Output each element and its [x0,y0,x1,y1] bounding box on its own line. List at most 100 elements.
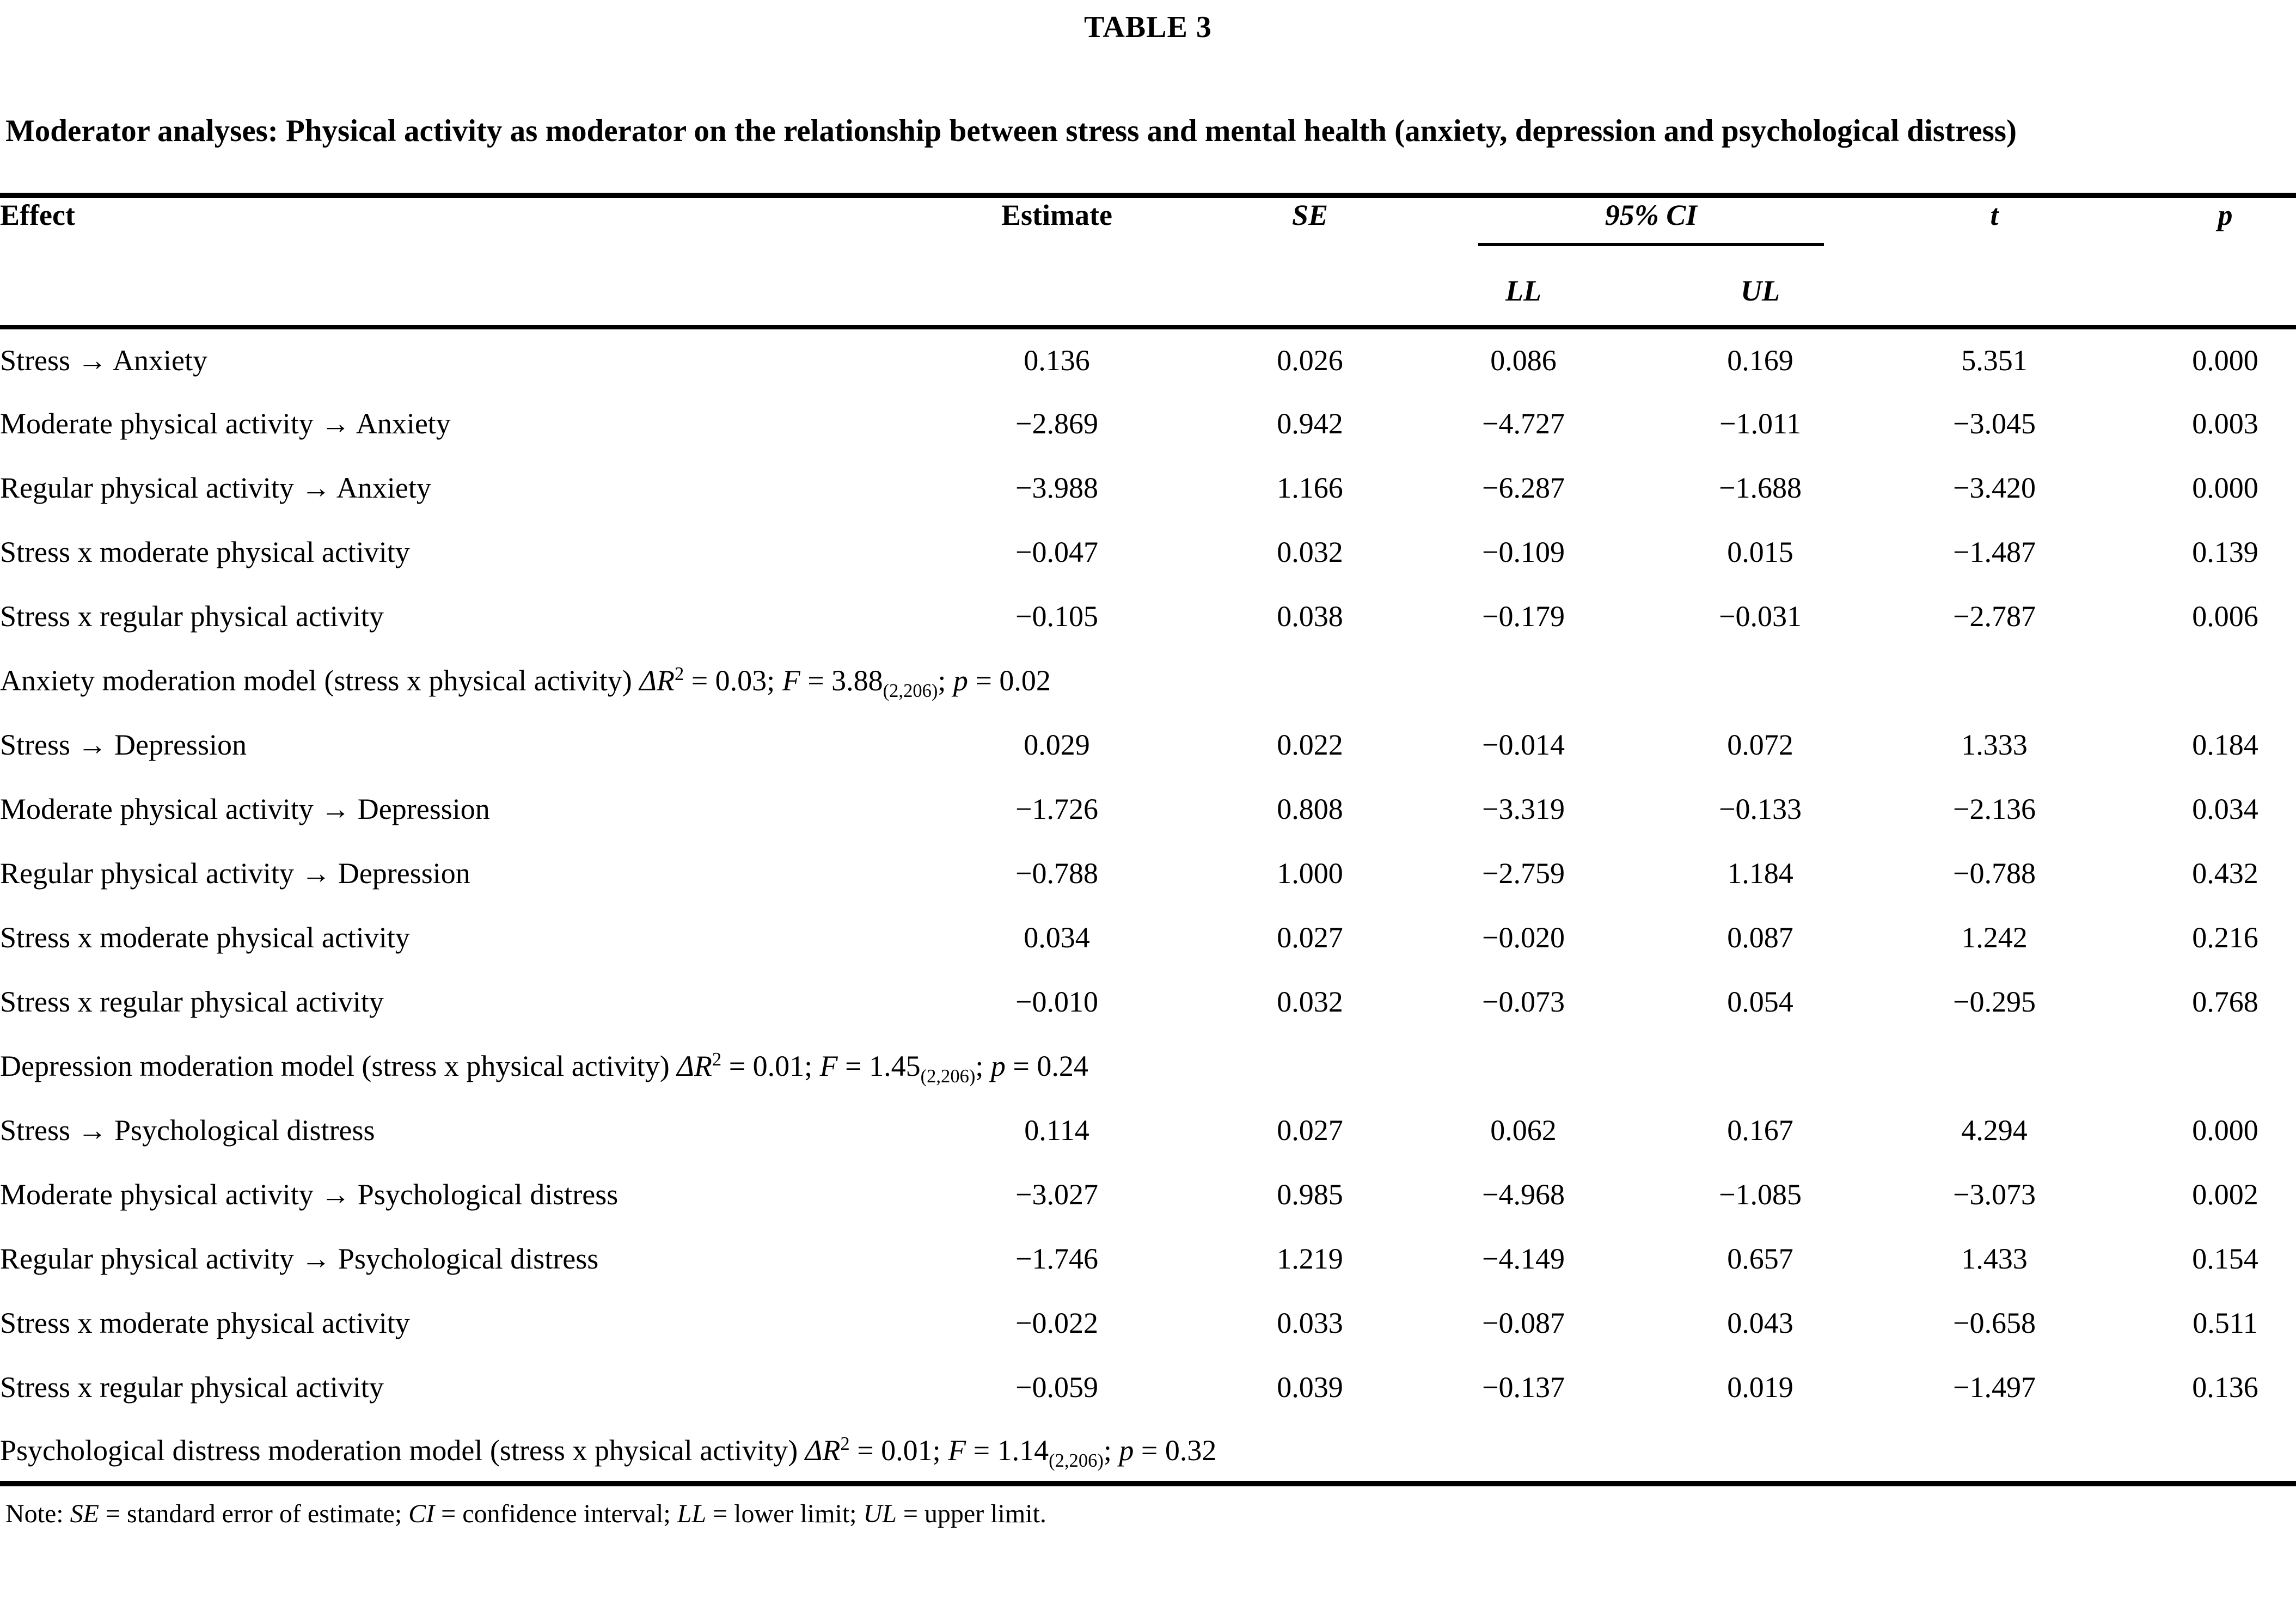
text-segment: (2,206) [1049,1450,1104,1471]
cell-se: 0.032 [1277,985,1343,1018]
table-row: Moderate physical activity → Anxiety −2.8… [0,391,2296,456]
text-segment: ΔR [805,1434,841,1467]
model-summary-row: Anxiety moderation model (stress x physi… [0,648,2296,713]
cell-effect: Stress x regular physical activity [0,600,384,633]
cell-ul: 0.087 [1727,921,1793,954]
cell-ll: −6.287 [1482,471,1565,504]
text-segment: p [953,664,968,697]
cell-t: −0.788 [1953,857,2036,890]
text-segment: (2,206) [920,1065,976,1087]
text-segment: ΔR [677,1050,712,1082]
cell-estimate: −0.022 [1015,1307,1098,1339]
cell-estimate: −2.869 [1015,407,1098,440]
text-segment: = 0.02 [968,664,1051,697]
cell-ll: −3.319 [1482,793,1565,825]
cell-ll: −0.087 [1482,1307,1565,1339]
text-segment: F [948,1434,966,1467]
table-row: Stress x moderate physical activity −0.02… [0,1291,2296,1355]
cell-ul: 0.054 [1727,985,1793,1018]
cell-ll: −0.073 [1482,985,1565,1018]
text-segment: = 3.88 [800,664,883,697]
cell-effect: Moderate physical activity → Anxiety [0,407,451,440]
cell-p: 0.000 [2192,344,2258,377]
cell-effect: Stress x regular physical activity [0,1371,384,1404]
cell-ll: −0.179 [1482,600,1565,633]
cell-se: 1.166 [1277,471,1343,504]
text-segment: ; [1103,1434,1119,1467]
cell-estimate: 0.029 [1024,728,1090,761]
cell-t: −2.136 [1953,793,2036,825]
text-segment: ΔR [639,664,675,697]
model-summary-row: Psychological distress moderation model … [0,1419,2296,1484]
text-segment: = confidence interval; [434,1499,677,1528]
cell-p: 0.136 [2192,1371,2258,1404]
text-segment: = 0.03; [684,664,782,697]
cell-se: 1.219 [1277,1242,1343,1275]
header-ci: 95% CI [1478,198,1824,246]
model-summary-cell: Psychological distress moderation model … [0,1419,2296,1484]
cell-ul: −0.031 [1719,600,1802,633]
cell-ul: 0.169 [1727,344,1793,377]
cell-ll: 0.062 [1490,1114,1557,1147]
text-segment: = upper limit. [896,1499,1046,1528]
cell-effect: Stress x moderate physical activity [0,921,410,954]
cell-effect: Stress x moderate physical activity [0,536,410,568]
table-row: Stress → Psychological distress 0.114 0.02… [0,1098,2296,1162]
cell-ul: 0.019 [1727,1371,1793,1404]
cell-t: −3.420 [1953,471,2036,504]
text-segment: LL [677,1499,707,1528]
text-segment: UL [863,1499,897,1528]
cell-effect: Regular physical activity → Psychologica… [0,1242,599,1275]
cell-p: 0.184 [2192,728,2258,761]
cell-effect: Stress → Depression [0,728,247,761]
cell-effect: Regular physical activity → Anxiety [0,471,431,504]
text-segment: 2 [674,664,684,684]
text-segment: = 0.01; [721,1050,820,1082]
cell-t: 4.294 [1961,1114,2028,1147]
cell-t: −2.787 [1953,600,2036,633]
cell-ul: −1.011 [1719,407,1801,440]
cell-ul: −0.133 [1719,793,1802,825]
table-note: Note: SE = standard error of estimate; C… [0,1498,2296,1530]
text-segment: = 0.32 [1134,1434,1217,1467]
model-summary-cell: Anxiety moderation model (stress x physi… [0,648,2296,713]
cell-se: 0.027 [1277,921,1343,954]
table-caption: Moderator analyses: Physical activity as… [5,114,2017,148]
cell-estimate: −0.059 [1015,1371,1098,1404]
cell-ll: −2.759 [1482,857,1565,890]
cell-estimate: −1.746 [1015,1242,1098,1275]
cell-ll: −4.968 [1482,1178,1565,1211]
cell-ul: 0.043 [1727,1307,1793,1339]
model-summary-row: Depression moderation model (stress x ph… [0,1034,2296,1098]
text-segment: ; [938,664,953,697]
header-ul: UL [1741,274,1780,307]
cell-se: 0.032 [1277,536,1343,568]
text-segment: Depression moderation model (stress x ph… [0,1050,677,1082]
cell-estimate: 0.136 [1024,344,1090,377]
cell-estimate: 0.114 [1024,1114,1089,1147]
cell-se: 0.942 [1277,407,1343,440]
cell-effect: Stress → Anxiety [0,344,208,377]
cell-p: 0.002 [2192,1178,2258,1211]
cell-t: 5.351 [1961,344,2028,377]
header-row-main: Effect Estimate SE 95% CI t p [0,195,2296,256]
table-row: Moderate physical activity → Psychologic… [0,1162,2296,1227]
table-row: Stress → Anxiety 0.136 0.026 0.086 0.169 5.35… [0,327,2296,391]
text-segment: = 1.14 [966,1434,1049,1467]
cell-p: 0.154 [2192,1242,2258,1275]
table-row: Regular physical activity → Anxiety −3.98… [0,456,2296,520]
cell-p: 0.034 [2192,793,2258,825]
cell-se: 0.027 [1277,1114,1343,1147]
cell-se: 0.026 [1277,344,1343,377]
table-number-title: TABLE 3 [1084,10,1212,44]
cell-t: −3.073 [1953,1178,2036,1211]
table-row: Stress → Depression 0.029 0.022 −0.014 0.072… [0,713,2296,777]
text-segment: Psychological distress moderation model … [0,1434,805,1467]
cell-effect: Stress x moderate physical activity [0,1307,410,1339]
table-row: Moderate physical activity → Depression −… [0,777,2296,841]
cell-t: 1.333 [1961,728,2028,761]
cell-effect: Moderate physical activity → Psychologic… [0,1178,619,1211]
cell-ul: 1.184 [1727,857,1793,890]
cell-p: 0.000 [2192,1114,2258,1147]
header-se: SE [1291,199,1328,231]
